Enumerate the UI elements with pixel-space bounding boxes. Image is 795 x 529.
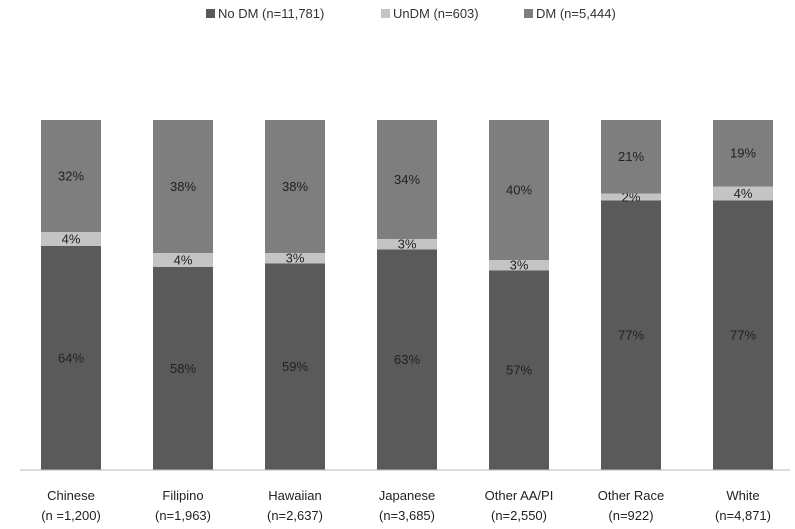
data-label-0-0: 64%	[58, 350, 84, 365]
bar-6-2	[713, 120, 773, 187]
category-n-label-5: (n=922)	[608, 508, 653, 523]
x-axis-labels: Chinese (n =1,200) Filipino (n=1,963) Hawaii…	[41, 488, 771, 523]
legend: No DM (n=11,781) UnDM (n=603) DM (n=5,444)	[206, 6, 616, 21]
data-label-3-1: 3%	[398, 237, 417, 252]
data-label-6-1: 4%	[734, 186, 753, 201]
bar-2-2	[265, 120, 325, 253]
bar-0-0	[41, 246, 101, 470]
bar-4-0	[489, 270, 549, 470]
bars: 64% 4% 32% 58% 4% 38% 59% 3% 38% 63% 3% 34% 57% 3% 40%…	[41, 120, 773, 470]
category-label-2: Hawaiian	[268, 488, 321, 503]
data-label-2-0: 59%	[282, 359, 308, 374]
category-n-label-3: (n=3,685)	[379, 508, 435, 523]
data-label-5-2: 21%	[618, 149, 644, 164]
data-label-1-2: 38%	[170, 179, 196, 194]
bar-4-2	[489, 120, 549, 260]
bar-1-1	[153, 253, 213, 267]
bar-6-1	[713, 186, 773, 201]
data-label-2-2: 38%	[282, 179, 308, 194]
category-label-5: Other Race	[598, 488, 664, 503]
data-label-3-0: 63%	[394, 352, 420, 367]
category-label-3: Japanese	[379, 488, 435, 503]
data-label-1-1: 4%	[174, 252, 193, 267]
data-label-0-2: 32%	[58, 168, 84, 183]
bar-3-0	[377, 249, 437, 470]
legend-label-2: DM (n=5,444)	[536, 6, 616, 21]
category-label-0: Chinese	[47, 488, 95, 503]
category-label-4: Other AA/PI	[485, 488, 554, 503]
data-label-0-1: 4%	[62, 231, 81, 246]
category-n-label-6: (n=4,871)	[715, 508, 771, 523]
legend-swatch-1	[381, 9, 390, 18]
data-label-6-2: 19%	[730, 146, 756, 161]
category-n-label-1: (n=1,963)	[155, 508, 211, 523]
bar-1-2	[153, 120, 213, 253]
bar-0-1	[41, 232, 101, 246]
data-label-6-0: 77%	[730, 328, 756, 343]
category-n-label-4: (n=2,550)	[491, 508, 547, 523]
legend-swatch-2	[524, 9, 533, 18]
bar-3-2	[377, 120, 437, 239]
category-n-label-0: (n =1,200)	[41, 508, 101, 523]
category-n-label-2: (n=2,637)	[267, 508, 323, 523]
bar-5-1	[601, 193, 661, 201]
bar-1-0	[153, 267, 213, 470]
legend-label-1: UnDM (n=603)	[393, 6, 479, 21]
data-label-5-0: 77%	[618, 328, 644, 343]
bar-6-0	[713, 200, 773, 470]
category-label-6: White	[726, 488, 759, 503]
bar-4-1	[489, 260, 549, 271]
legend-label-0: No DM (n=11,781)	[218, 6, 324, 21]
data-label-1-0: 58%	[170, 361, 196, 376]
bar-5-2	[601, 120, 661, 194]
bar-3-1	[377, 239, 437, 250]
data-label-4-1: 3%	[510, 258, 529, 273]
bar-2-1	[265, 253, 325, 264]
data-label-2-1: 3%	[286, 251, 305, 266]
category-label-1: Filipino	[162, 488, 203, 503]
data-label-4-0: 57%	[506, 363, 532, 378]
bar-0-2	[41, 120, 101, 232]
data-label-3-2: 34%	[394, 172, 420, 187]
legend-swatch-0	[206, 9, 215, 18]
bar-2-0	[265, 263, 325, 470]
data-label-4-2: 40%	[506, 182, 532, 197]
bar-5-0	[601, 200, 661, 470]
